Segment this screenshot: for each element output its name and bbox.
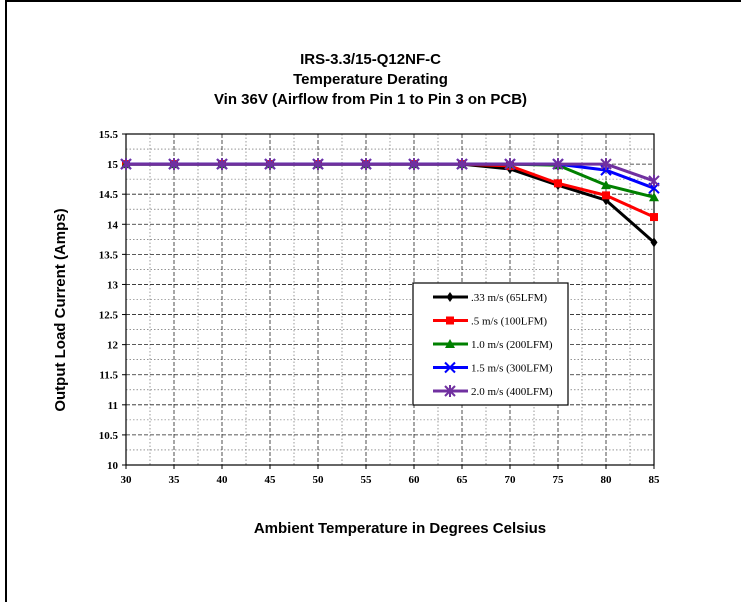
y-tick-label: 14	[107, 219, 119, 231]
data-point-series-5	[312, 158, 324, 171]
series-line-5	[126, 162, 655, 183]
y-tick-label: 15.5	[99, 129, 119, 141]
data-point-series-1	[650, 237, 658, 248]
x-tick-label: 70	[505, 474, 517, 486]
data-point-series-5	[456, 158, 468, 171]
data-point-series-2	[650, 213, 658, 222]
x-tick-label: 50	[313, 474, 325, 486]
data-point-series-5	[408, 158, 420, 171]
y-tick-label: 13.5	[99, 249, 119, 261]
legend-label-3: 1.0 m/s (200LFM)	[471, 339, 553, 351]
data-point-series-5	[600, 158, 612, 171]
y-tick-label: 14.5	[99, 189, 119, 201]
data-point-series-2	[554, 179, 562, 188]
data-point-series-5	[216, 158, 228, 171]
x-tick-label: 45	[265, 474, 277, 486]
legend-label-1: .33 m/s (65LFM)	[471, 292, 547, 304]
data-point-series-5	[264, 158, 276, 171]
x-axis-label: Ambient Temperature in Degrees Celsius	[253, 520, 547, 537]
x-tick-label: 55	[361, 474, 373, 486]
y-tick-label: 11.5	[99, 370, 118, 382]
chart-subtitle: Temperature Derating	[293, 71, 448, 88]
legend-marker-4	[444, 361, 456, 374]
x-tick-label: 65	[457, 474, 469, 486]
legend-label-5: 2.0 m/s (400LFM)	[471, 386, 553, 398]
data-point-series-5	[552, 158, 564, 171]
x-tick-label: 85	[649, 474, 661, 486]
chart-title-block: IRS-3.3/15-Q12NF-C Temperature Derating …	[0, 50, 741, 110]
data-point-series-5	[648, 174, 660, 187]
x-tick-label: 35	[169, 474, 181, 486]
legend-marker-3	[445, 339, 455, 348]
y-tick-label: 10.5	[99, 430, 119, 442]
y-tick-label: 15	[107, 159, 119, 171]
data-point-series-5	[360, 158, 372, 171]
x-tick-label: 30	[121, 474, 133, 486]
legend-marker-1	[446, 292, 454, 302]
data-point-series-5	[120, 158, 132, 171]
chart-title: IRS-3.3/15-Q12NF-C	[300, 51, 441, 68]
y-tick-label: 12.5	[99, 310, 119, 322]
chart-subtitle-2: Vin 36V (Airflow from Pin 1 to Pin 3 on …	[213, 91, 528, 108]
x-tick-label: 75	[553, 474, 565, 486]
legend-marker-5	[444, 385, 456, 397]
x-tick-label: 40	[217, 474, 229, 486]
page-frame	[5, 0, 741, 602]
y-tick-label: 13	[107, 279, 119, 291]
legend-marker-2	[446, 316, 454, 325]
legend-label-2: .5 m/s (100LFM)	[471, 316, 547, 328]
data-point-series-2	[602, 191, 610, 200]
data-point-series-5	[168, 158, 180, 171]
x-tick-label: 80	[601, 474, 613, 486]
y-tick-label: 11	[108, 400, 118, 412]
data-point-series-5	[504, 158, 516, 171]
legend-label-4: 1.5 m/s (300LFM)	[471, 363, 553, 375]
y-tick-label: 10	[107, 460, 119, 472]
y-tick-label: 12	[107, 340, 119, 352]
plot-border	[125, 133, 655, 466]
x-tick-label: 60	[409, 474, 421, 486]
data-point-series-3	[601, 180, 611, 190]
data-point-series-3	[649, 192, 659, 202]
